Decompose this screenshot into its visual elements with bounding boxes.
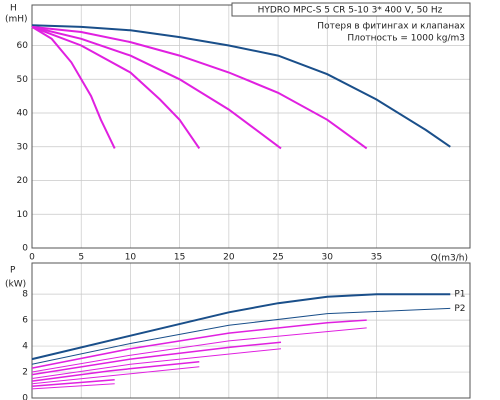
series-line <box>31 379 115 388</box>
x-tick-label: 25 <box>272 253 283 263</box>
y-tick-label: 40 <box>17 109 29 119</box>
y-tick-label: 60 <box>17 41 29 51</box>
series-line <box>31 360 200 382</box>
series-line <box>31 25 201 149</box>
y-tick-label: 20 <box>17 176 29 186</box>
y-axis-label: P <box>10 266 16 276</box>
series-line <box>31 25 368 150</box>
y-tick-label: 50 <box>17 75 29 85</box>
x-tick-label: 20 <box>223 253 235 263</box>
series-line <box>31 366 200 385</box>
series-line <box>31 341 282 376</box>
series-line <box>31 319 367 369</box>
x-tick-label: 35 <box>371 253 382 263</box>
title-box <box>231 2 471 17</box>
series-label: P1 <box>454 290 465 300</box>
series-line <box>31 348 282 379</box>
x-axis-label: Q(m3/h) <box>431 254 468 264</box>
x-tick-label: 30 <box>322 253 334 263</box>
y-tick-label: 4 <box>22 342 28 352</box>
series-line <box>31 25 282 150</box>
y-tick-label: 30 <box>17 142 29 152</box>
series-line <box>31 26 116 149</box>
x-tick-label: 5 <box>78 253 84 263</box>
y-tick-label: 8 <box>22 290 28 300</box>
series-line <box>31 307 451 365</box>
plot-frame <box>31 262 471 399</box>
x-tick-label: 10 <box>125 253 137 263</box>
series-line <box>31 293 451 361</box>
y-tick-label: 0 <box>22 244 28 254</box>
x-tick-label: 0 <box>29 253 35 263</box>
series-line <box>31 327 367 373</box>
annotation: Потеря в фитингах и клапанах <box>317 22 465 32</box>
y-axis-unit: (kW) <box>5 280 26 290</box>
y-tick-label: 10 <box>17 210 29 220</box>
y-axis-unit: (mH) <box>5 15 28 25</box>
chart-title: HYDRO MPC-S 5 CR 5-10 3* 400 V, 50 Hz <box>258 6 443 16</box>
y-tick-label: 6 <box>22 316 28 326</box>
y-axis-label: H <box>10 4 17 14</box>
x-tick-label: 15 <box>174 253 185 263</box>
series-line <box>31 24 451 148</box>
series-label: P2 <box>454 304 465 314</box>
series-line <box>31 383 115 390</box>
y-tick-label: 0 <box>22 394 28 400</box>
annotation: Плотность = 1000 kg/m3 <box>347 34 465 44</box>
y-tick-label: 2 <box>22 368 28 378</box>
